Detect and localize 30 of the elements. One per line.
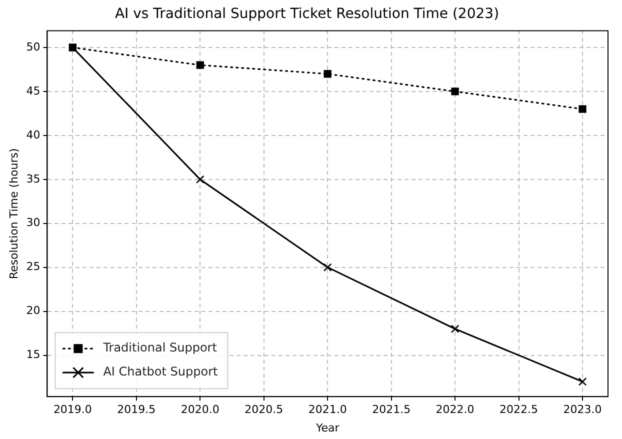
y-tick-label: 35: [26, 172, 40, 186]
point: [324, 70, 332, 78]
point: [451, 88, 459, 96]
x-tick-label: 2022.5: [500, 403, 538, 416]
x-tick-label: 2019.5: [117, 403, 156, 416]
x-tick-label: 2023.0: [563, 403, 602, 416]
chart-title: AI vs Traditional Support Ticket Resolution Time (2023): [114, 6, 500, 22]
point: [323, 263, 332, 272]
point: [450, 324, 460, 334]
y-tick-label: 50: [26, 40, 40, 54]
point: [578, 105, 586, 113]
y-tick-label: 20: [26, 304, 40, 318]
x-tick-label: 2021.5: [372, 403, 411, 416]
x-tick-label: 2020.5: [244, 403, 284, 416]
y-tick-label: 25: [26, 260, 40, 274]
y-tick-label: 15: [26, 348, 40, 362]
legend-label: Traditional Support: [102, 340, 218, 355]
x-axis-title: Year: [314, 421, 340, 434]
x-tick-label: 2019.0: [53, 403, 92, 416]
y-axis-title: Resolution Time (hours): [7, 148, 20, 280]
x-tick-label: 2020.0: [180, 403, 220, 416]
legend-label: AI Chatbot Support: [103, 364, 218, 379]
point: [196, 175, 204, 184]
y-tick-label: 30: [26, 216, 40, 230]
point: [196, 61, 204, 69]
x-tick-label: 2021.0: [308, 403, 347, 416]
y-tick-label: 40: [26, 128, 40, 142]
x-tick-label: 2022.0: [436, 403, 474, 416]
y-tick-label: 45: [26, 84, 40, 98]
point: [578, 377, 587, 386]
